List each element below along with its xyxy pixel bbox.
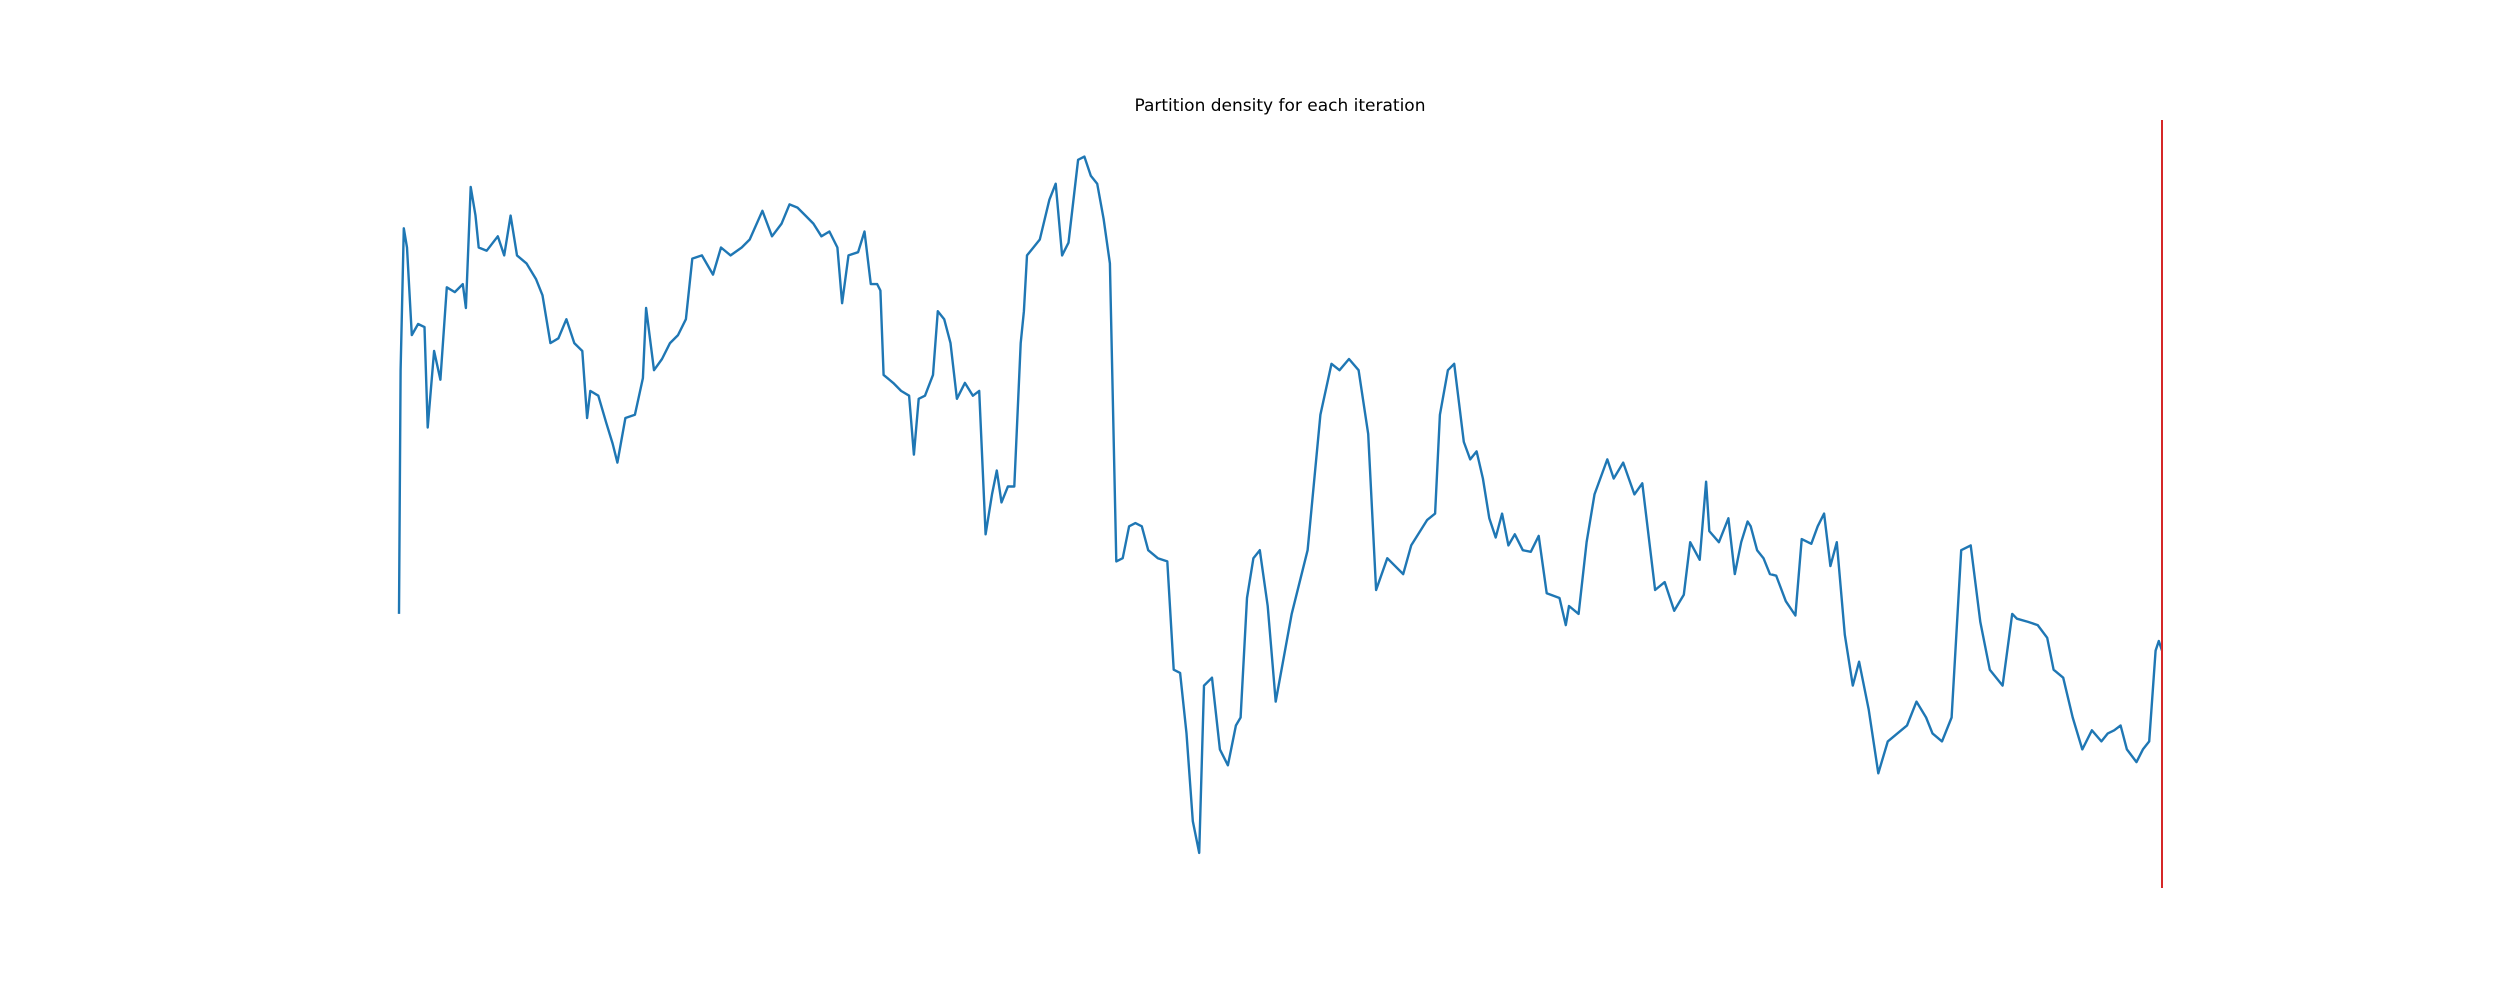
data-line xyxy=(397,155,2164,855)
chart-title: Partition density for each iteration xyxy=(1135,96,1426,116)
